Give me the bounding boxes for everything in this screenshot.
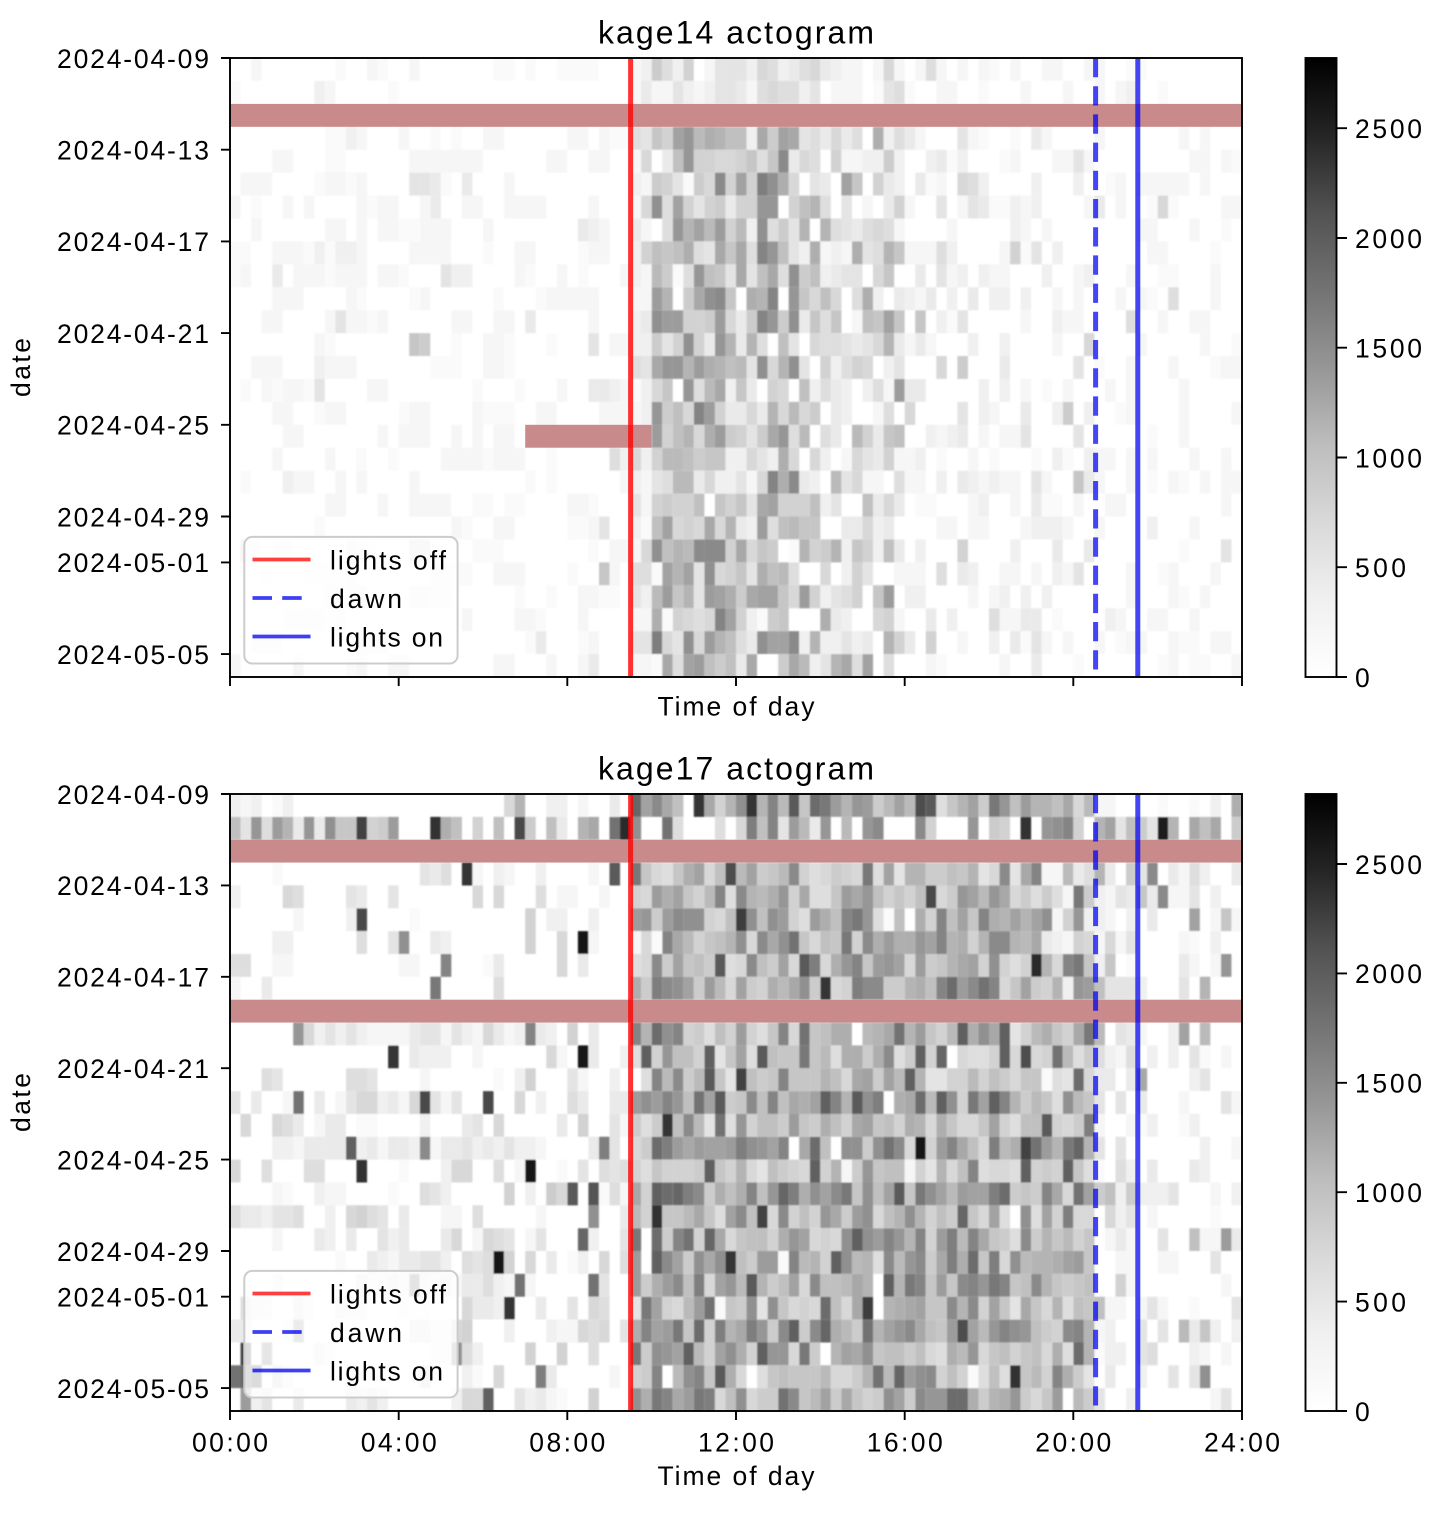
svg-text:Time of day: Time of day <box>658 691 816 721</box>
svg-text:20:00: 20:00 <box>1035 1428 1111 1458</box>
svg-text:date: date <box>6 1073 36 1132</box>
svg-text:2024-04-13: 2024-04-13 <box>57 871 209 901</box>
svg-text:2024-04-17: 2024-04-17 <box>57 227 209 257</box>
svg-text:2024-04-17: 2024-04-17 <box>57 963 209 993</box>
svg-text:08:00: 08:00 <box>529 1428 605 1458</box>
svg-text:24:00: 24:00 <box>1204 1428 1280 1458</box>
svg-text:2024-04-29: 2024-04-29 <box>57 502 209 532</box>
svg-text:2024-04-09: 2024-04-09 <box>57 780 209 810</box>
svg-text:2024-05-01: 2024-05-01 <box>57 1283 209 1313</box>
svg-text:lights off: lights off <box>330 1279 447 1309</box>
svg-text:16:00: 16:00 <box>867 1428 943 1458</box>
svg-text:0: 0 <box>1355 1397 1370 1427</box>
svg-text:dawn: dawn <box>330 584 402 614</box>
svg-text:2024-05-01: 2024-05-01 <box>57 548 209 578</box>
svg-text:2024-04-13: 2024-04-13 <box>57 136 209 166</box>
svg-text:date: date <box>6 338 36 397</box>
svg-text:2024-04-21: 2024-04-21 <box>57 1054 209 1084</box>
svg-text:2024-05-05: 2024-05-05 <box>57 1374 209 1404</box>
svg-text:04:00: 04:00 <box>361 1428 437 1458</box>
svg-text:500: 500 <box>1355 1287 1406 1317</box>
svg-text:2024-04-09: 2024-04-09 <box>57 44 209 74</box>
svg-text:kage17 actogram: kage17 actogram <box>598 751 874 787</box>
svg-text:12:00: 12:00 <box>698 1428 774 1458</box>
svg-text:2024-04-25: 2024-04-25 <box>57 411 209 441</box>
svg-text:500: 500 <box>1355 553 1406 583</box>
svg-text:2024-05-05: 2024-05-05 <box>57 640 209 670</box>
svg-text:Time of day: Time of day <box>658 1461 816 1491</box>
svg-text:2024-04-29: 2024-04-29 <box>57 1237 209 1267</box>
svg-text:2024-04-25: 2024-04-25 <box>57 1145 209 1175</box>
svg-text:2024-04-21: 2024-04-21 <box>57 319 209 349</box>
svg-text:00:00: 00:00 <box>192 1428 268 1458</box>
svg-text:kage14 actogram: kage14 actogram <box>598 15 874 51</box>
svg-text:dawn: dawn <box>330 1318 402 1348</box>
svg-text:lights off: lights off <box>330 545 447 575</box>
svg-text:0: 0 <box>1355 663 1370 693</box>
